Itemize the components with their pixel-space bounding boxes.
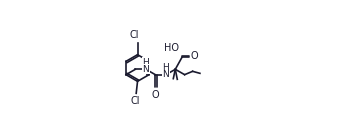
Text: N: N (143, 65, 149, 74)
Text: Cl: Cl (130, 30, 139, 40)
Text: H: H (163, 63, 170, 72)
Text: HO: HO (164, 43, 179, 53)
Text: O: O (191, 51, 198, 61)
Text: H: H (143, 58, 149, 67)
Text: N: N (163, 70, 170, 79)
Text: Cl: Cl (131, 96, 140, 106)
Text: O: O (151, 90, 159, 100)
